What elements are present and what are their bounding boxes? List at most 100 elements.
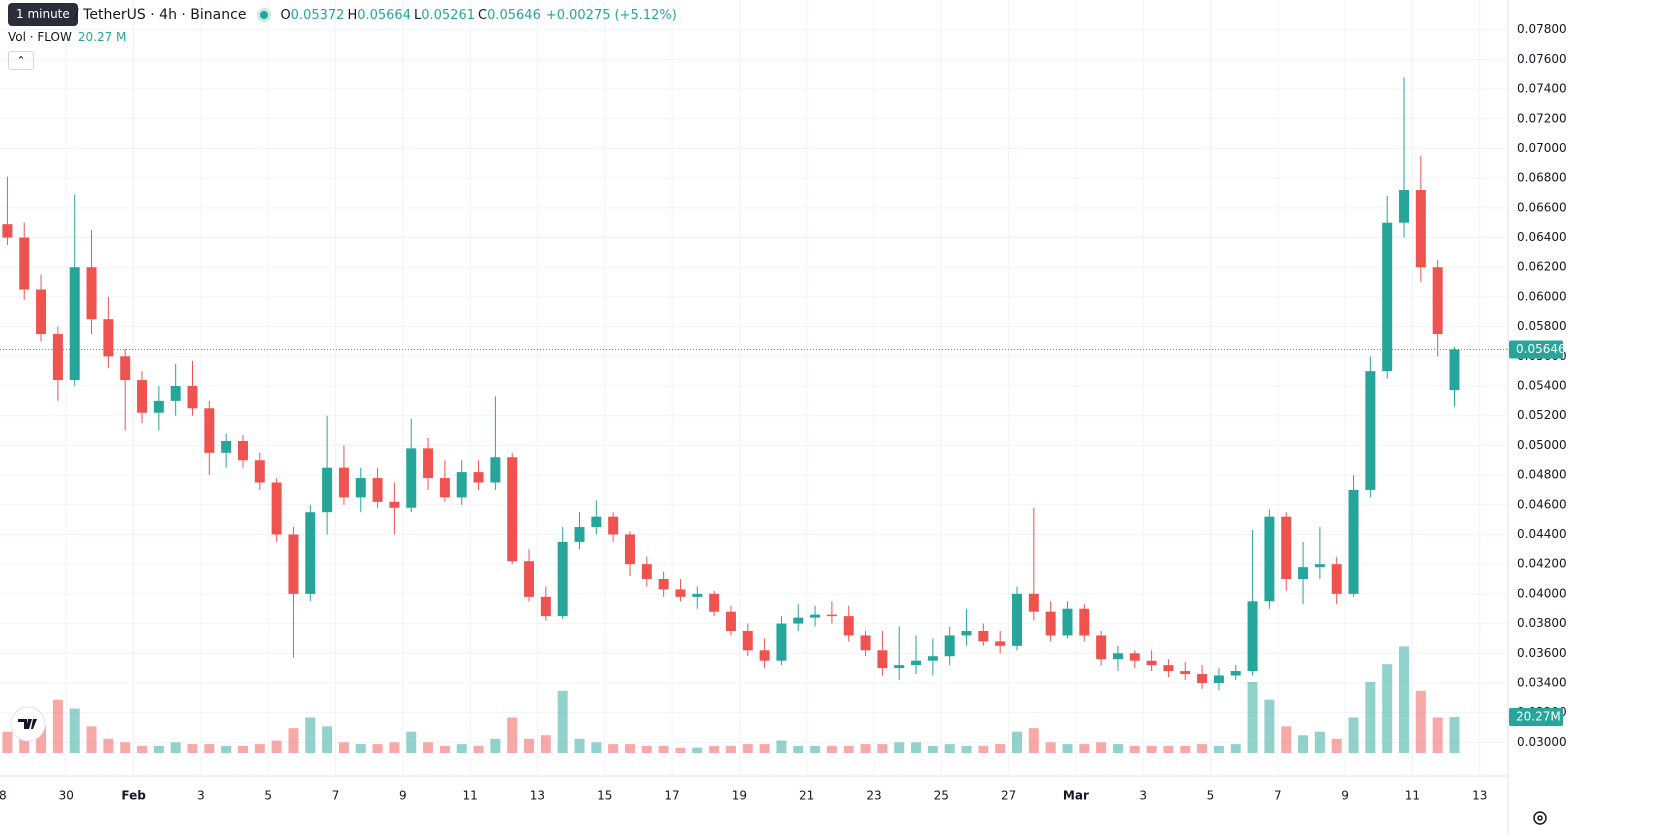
settings-icon[interactable] <box>1533 811 1547 825</box>
volume-bar <box>692 747 703 753</box>
candle-body <box>574 527 585 542</box>
y-tick-label: 0.04000 <box>1517 586 1567 600</box>
volume-bar <box>894 742 905 753</box>
y-tick-label: 0.07000 <box>1517 141 1567 155</box>
collapse-button[interactable]: ⌃ <box>8 51 34 70</box>
candle-body <box>1432 267 1443 335</box>
volume-bar <box>490 738 501 753</box>
x-tick-label: 30 <box>59 789 74 803</box>
volume-bar <box>120 742 131 753</box>
x-tick-label: 11 <box>462 789 477 803</box>
volume-bar <box>1011 731 1022 753</box>
y-tick-label: 0.06200 <box>1517 260 1567 274</box>
volume-bar <box>439 745 450 753</box>
candle-body <box>1045 611 1056 636</box>
last-price-tag <box>1509 340 1563 359</box>
volume-bar <box>658 745 669 753</box>
y-tick-label: 0.04600 <box>1517 497 1567 511</box>
volume-bar <box>641 745 652 753</box>
candle-body <box>490 457 501 483</box>
legend-value: 0.05261 <box>421 7 475 23</box>
volume-bar <box>759 744 770 753</box>
candle-body <box>221 440 232 453</box>
volume-bar <box>843 745 854 753</box>
volume-bar <box>1129 745 1140 753</box>
volume-bar <box>271 740 282 753</box>
volume-bar <box>36 726 47 753</box>
volume-bar <box>1432 717 1443 753</box>
candle-body <box>961 630 972 636</box>
candle-body <box>1247 601 1258 672</box>
candle-body <box>810 614 821 618</box>
volume-bar <box>372 744 383 753</box>
volume-bar <box>1331 738 1342 753</box>
candle-body <box>1281 516 1292 580</box>
volume-bar <box>675 747 686 753</box>
volume-bar <box>237 745 248 753</box>
volume-bar <box>826 745 837 753</box>
candle-body <box>1298 567 1309 580</box>
candle-body <box>860 635 871 651</box>
axes: 0.030000.032000.034000.036000.038000.040… <box>0 22 1567 803</box>
candle-body <box>322 467 333 513</box>
candle-body <box>254 460 265 483</box>
candle-body <box>137 380 148 413</box>
candle-body <box>1028 593 1039 612</box>
volume-bar <box>978 745 989 753</box>
y-tick-label: 0.04400 <box>1517 527 1567 541</box>
volume-bar <box>776 740 787 753</box>
legend-key: H <box>347 7 358 23</box>
candle-body <box>1129 653 1140 661</box>
volume-tag <box>1509 707 1563 726</box>
candle-body <box>877 650 888 669</box>
volume-bar <box>1281 726 1292 753</box>
candle-body <box>305 512 316 594</box>
symbol-title: / TetherUS · 4h · Binance <box>74 7 247 23</box>
candle-body <box>170 386 181 401</box>
legend-key: C <box>478 7 488 23</box>
candle-body <box>237 440 248 461</box>
candle-body <box>1314 564 1325 568</box>
volume-bar <box>204 744 215 753</box>
candle-body <box>1011 593 1022 646</box>
y-tick-label: 0.05400 <box>1517 379 1567 393</box>
volume-bar <box>1230 744 1241 753</box>
candle-body <box>692 593 703 597</box>
volume-bar <box>322 726 333 753</box>
candle-body <box>1112 653 1123 660</box>
candle-body <box>120 356 131 381</box>
legend-key: L <box>413 7 422 23</box>
candle-body <box>338 467 349 498</box>
volume-bar <box>1314 731 1325 753</box>
x-tick-label: 9 <box>399 789 407 803</box>
volume-bar <box>456 744 467 753</box>
candle-body <box>557 541 568 617</box>
legend-key: O <box>280 7 291 23</box>
volume-bar <box>1382 664 1393 753</box>
volume-bar <box>507 717 518 753</box>
candle-body <box>911 660 922 666</box>
candle-body <box>1449 349 1460 391</box>
y-tick-label: 0.03000 <box>1517 735 1567 749</box>
candle-body <box>187 386 198 409</box>
volume-bar <box>1213 745 1224 753</box>
volume-bar <box>1298 735 1309 753</box>
volume-bar <box>473 745 484 753</box>
y-tick-label: 0.06000 <box>1517 289 1567 303</box>
volume-bar <box>389 742 400 753</box>
volume-bar <box>1180 745 1191 753</box>
volume-bar <box>911 742 922 753</box>
candle-body <box>1062 608 1073 636</box>
volume-bar <box>1079 744 1090 753</box>
symbol-legend: / TetherUS · 4h · Binance O0.05372 H0.056… <box>0 5 677 25</box>
volume-title: Vol · FLOW <box>8 30 72 44</box>
volume-bar <box>1146 745 1157 753</box>
y-tick-label: 0.03800 <box>1517 616 1567 630</box>
candle-body <box>624 534 635 565</box>
y-tick-label: 0.04200 <box>1517 557 1567 571</box>
candle-body <box>658 579 669 590</box>
volume-bar <box>1449 716 1460 753</box>
legend-value: 0.05372 <box>290 7 345 23</box>
candle-body <box>372 478 383 502</box>
